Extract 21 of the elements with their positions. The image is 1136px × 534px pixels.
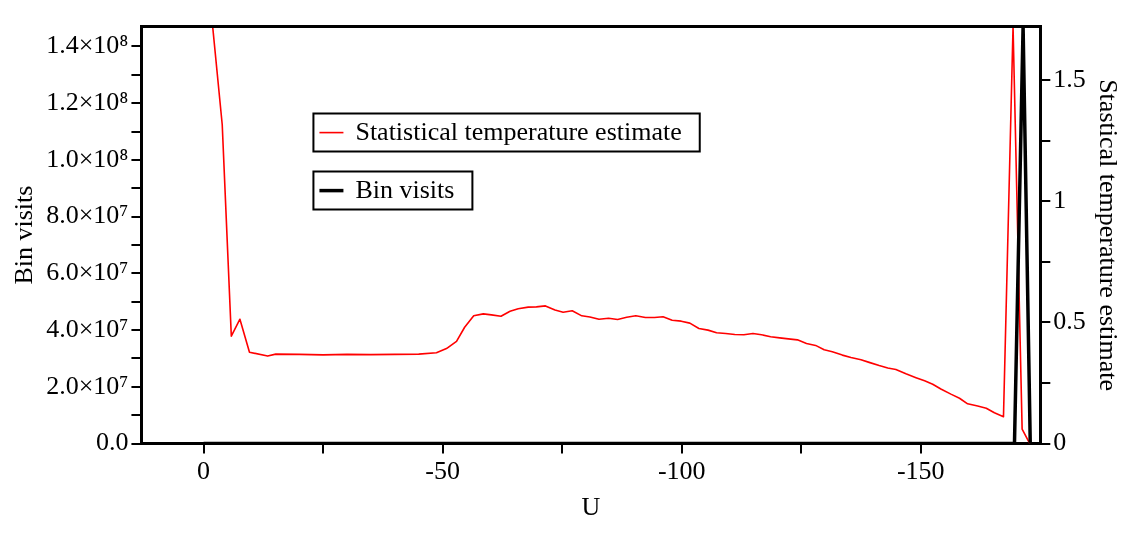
x-tick-label: 0 bbox=[197, 456, 211, 486]
y2-tick-label: 1.5 bbox=[1053, 63, 1086, 93]
y-tick-label: 4.0×10⁷ bbox=[46, 313, 129, 343]
y-tick-label: 0.0 bbox=[95, 427, 129, 457]
y-tick-label: 1.2×10⁸ bbox=[46, 87, 129, 117]
y2-axis-title: Stastical temperature estimate bbox=[1093, 79, 1123, 392]
x-tick-label: -150 bbox=[896, 456, 945, 486]
legend-label: Bin visits bbox=[355, 175, 455, 205]
x-tick-label: -50 bbox=[425, 456, 460, 486]
y2-tick-label: 0 bbox=[1053, 427, 1067, 457]
y-tick-label: 6.0×10⁷ bbox=[46, 257, 129, 287]
y-tick-label: 2.0×10⁷ bbox=[46, 370, 129, 400]
y-axis-title: Bin visits bbox=[9, 185, 39, 285]
x-axis-title: U bbox=[581, 492, 601, 522]
y2-tick-label: 1 bbox=[1053, 184, 1067, 214]
y2-tick-label: 0.5 bbox=[1053, 306, 1086, 336]
y-tick-label: 1.0×10⁸ bbox=[46, 143, 129, 173]
x-tick-label: -100 bbox=[657, 456, 706, 486]
legend-label: Statistical temperature estimate bbox=[355, 117, 682, 147]
y-tick-label: 8.0×10⁷ bbox=[46, 200, 129, 230]
y-tick-label: 1.4×10⁸ bbox=[46, 30, 129, 60]
